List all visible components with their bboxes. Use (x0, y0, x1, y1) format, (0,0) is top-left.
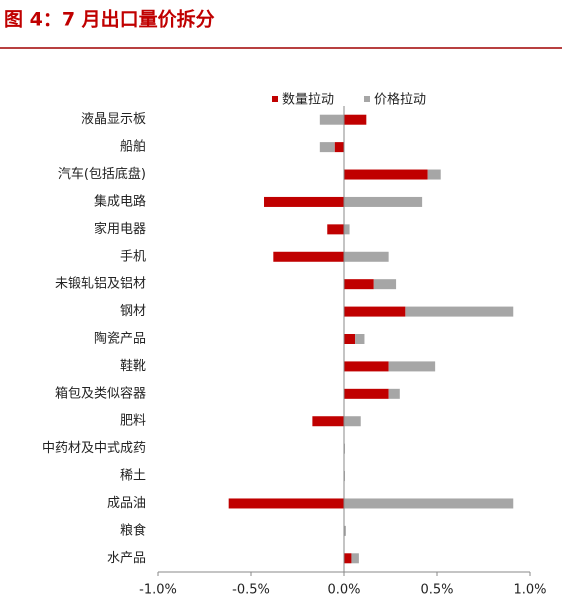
bar (273, 251, 344, 262)
y-tick-label: 陶瓷产品 (94, 331, 146, 347)
x-tick-label: 0.0% (327, 583, 360, 598)
chart-title: 图 4：7 月出口量价拆分 (4, 8, 215, 31)
y-tick-label: 成品油 (107, 496, 146, 511)
bar (344, 279, 374, 290)
y-tick-label: 钢材 (120, 304, 146, 319)
bar (344, 251, 389, 262)
bar (355, 334, 365, 344)
bar (388, 361, 436, 372)
y-tick-label: 肥料 (120, 414, 146, 429)
bar (319, 114, 344, 125)
bar (312, 416, 344, 427)
bar (344, 553, 352, 564)
y-tick-label: 船舶 (120, 139, 146, 155)
bar (334, 142, 344, 153)
bar (388, 388, 400, 399)
y-tick-label: 鞋靴 (120, 358, 146, 374)
legend-swatch (364, 96, 370, 102)
legend-swatch (272, 96, 278, 102)
x-tick-label: 1.0% (513, 583, 546, 598)
bar (228, 498, 344, 509)
bar (344, 498, 514, 509)
y-tick-label: 水产品 (107, 551, 146, 566)
bar (427, 169, 441, 180)
bar (344, 224, 350, 235)
y-tick-label: 中药材及中式成药 (42, 441, 146, 456)
bar (327, 224, 344, 235)
y-tick-label: 集成电路 (94, 193, 146, 209)
bar (319, 142, 335, 153)
y-tick-label: 未锻轧铝及铝材 (55, 277, 146, 292)
y-tick-label: 液晶显示板 (81, 112, 146, 127)
bar (351, 553, 359, 564)
y-tick-label: 稀土 (120, 469, 146, 484)
y-tick-label: 粮食 (120, 522, 146, 538)
bar (373, 279, 397, 290)
y-tick-label: 手机 (120, 249, 146, 264)
legend-label: 价格拉动 (374, 92, 426, 108)
bar (344, 361, 389, 372)
bar (344, 525, 346, 536)
y-tick-label: 箱包及类似容器 (55, 385, 146, 401)
bar (344, 416, 361, 427)
x-tick-label: -0.5% (232, 583, 270, 598)
bar (405, 306, 514, 317)
bar (344, 114, 367, 125)
x-tick-label: 0.5% (420, 583, 453, 598)
y-tick-label: 家用电器 (94, 221, 146, 237)
bar (344, 388, 389, 399)
bar (344, 196, 423, 207)
legend-label: 数量拉动 (282, 93, 334, 108)
bar (344, 306, 406, 317)
bar (344, 169, 428, 180)
bar (264, 196, 344, 207)
x-tick-label: -1.0% (139, 583, 177, 598)
bar (344, 334, 356, 344)
y-tick-label: 汽车(包括底盘) (58, 166, 146, 182)
